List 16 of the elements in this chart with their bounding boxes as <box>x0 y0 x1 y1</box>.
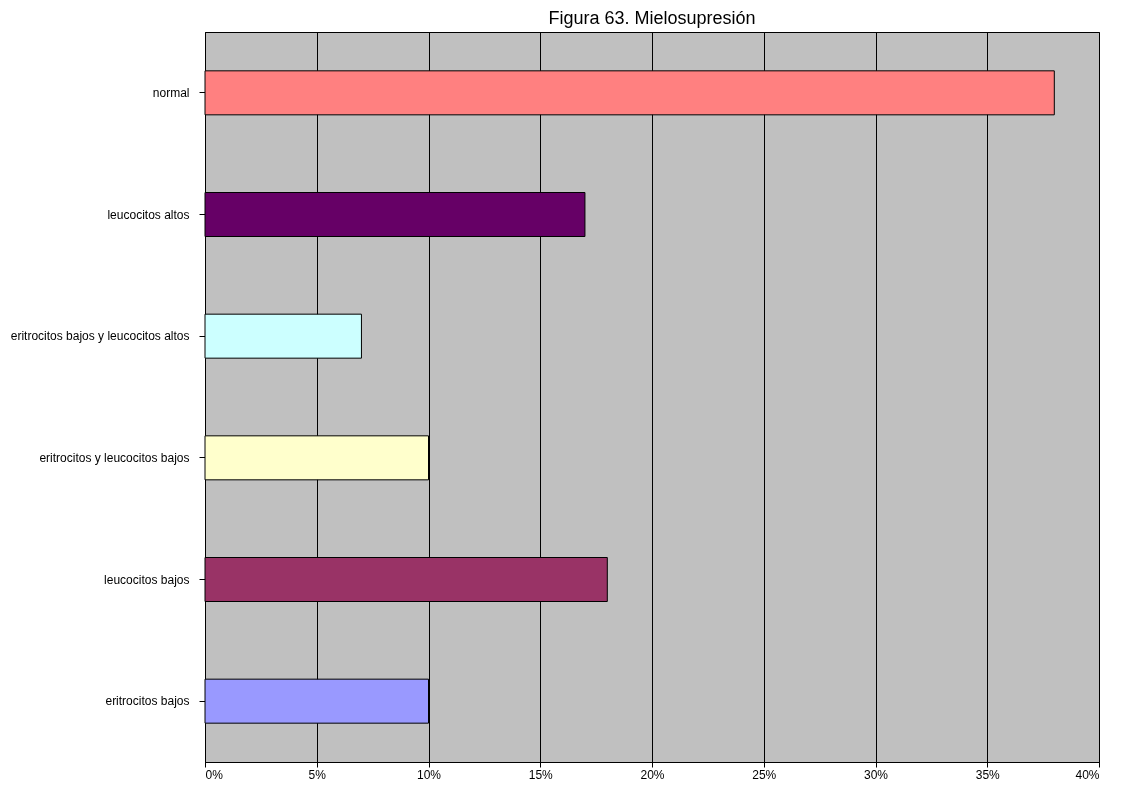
x-tick-label: 0% <box>205 767 224 782</box>
x-tick-label: 15% <box>528 767 554 782</box>
x-tick-label: 10% <box>416 767 442 782</box>
y-tick-label: normal <box>152 85 190 100</box>
y-tick-label: leucocitos altos <box>107 207 190 222</box>
x-tick-label: 40% <box>1075 767 1100 782</box>
y-tick-label: eritrocitos bajos <box>105 694 190 709</box>
chart-title: Figura 63. Mielosupresión <box>548 8 756 28</box>
y-tick-label: leucocitos bajos <box>104 572 190 587</box>
x-tick-label: 30% <box>863 767 889 782</box>
y-tick-label: eritrocitos bajos y leucocitos altos <box>10 329 190 344</box>
x-tick-label: 20% <box>640 767 665 782</box>
x-tick-label: 25% <box>752 767 777 782</box>
x-tick-label: 35% <box>975 767 1001 782</box>
x-tick-label: 5% <box>308 767 327 782</box>
y-tick-label: eritrocitos y leucocitos bajos <box>39 450 190 465</box>
